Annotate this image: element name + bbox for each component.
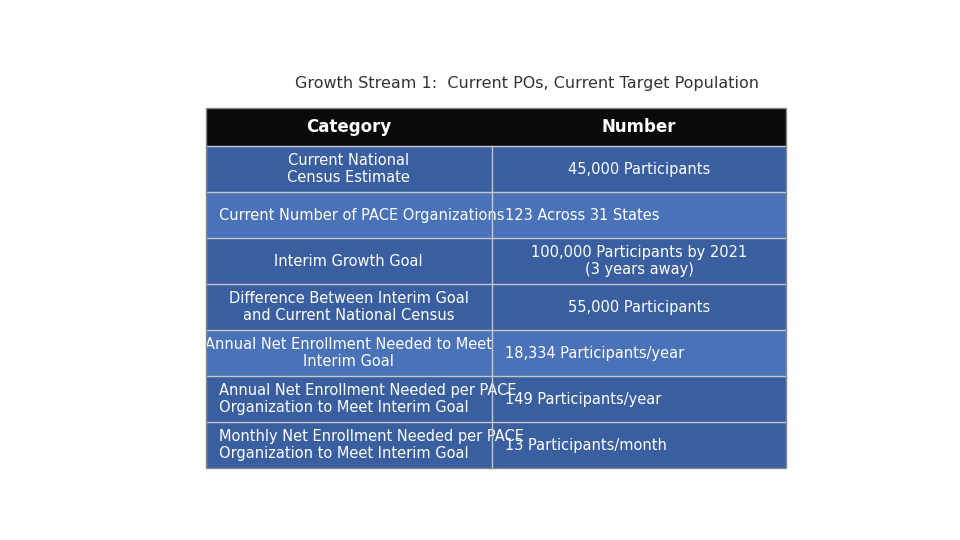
Bar: [205, 422, 786, 468]
Text: Category: Category: [306, 118, 392, 136]
Text: 149 Participants/year: 149 Participants/year: [505, 392, 661, 407]
Text: Current National
Census Estimate: Current National Census Estimate: [287, 153, 410, 185]
Bar: [205, 146, 786, 192]
Text: 123 Across 31 States: 123 Across 31 States: [505, 208, 660, 222]
Bar: [205, 109, 786, 146]
Text: Growth Stream 1:  Current POs, Current Target Population: Growth Stream 1: Current POs, Current Ta…: [295, 76, 758, 91]
Text: 13 Participants/month: 13 Participants/month: [505, 437, 667, 453]
Text: Monthly Net Enrollment Needed per PACE
Organization to Meet Interim Goal: Monthly Net Enrollment Needed per PACE O…: [219, 429, 524, 461]
Text: Interim Growth Goal: Interim Growth Goal: [275, 254, 423, 269]
Text: Annual Net Enrollment Needed to Meet
Interim Goal: Annual Net Enrollment Needed to Meet Int…: [205, 337, 492, 369]
Bar: [205, 238, 786, 284]
Text: 18,334 Participants/year: 18,334 Participants/year: [505, 346, 684, 361]
Text: Annual Net Enrollment Needed per PACE
Organization to Meet Interim Goal: Annual Net Enrollment Needed per PACE Or…: [219, 383, 516, 415]
Text: 45,000 Participants: 45,000 Participants: [567, 161, 710, 177]
Text: Number: Number: [602, 118, 676, 136]
Bar: [205, 192, 786, 238]
Text: 55,000 Participants: 55,000 Participants: [567, 300, 710, 315]
Text: 100,000 Participants by 2021
(3 years away): 100,000 Participants by 2021 (3 years aw…: [531, 245, 747, 278]
Text: Current Number of PACE Organizations: Current Number of PACE Organizations: [219, 208, 504, 222]
Bar: [205, 330, 786, 376]
Bar: [205, 109, 786, 468]
Bar: [205, 284, 786, 330]
Text: Difference Between Interim Goal
and Current National Census: Difference Between Interim Goal and Curr…: [228, 291, 468, 323]
Bar: [205, 376, 786, 422]
